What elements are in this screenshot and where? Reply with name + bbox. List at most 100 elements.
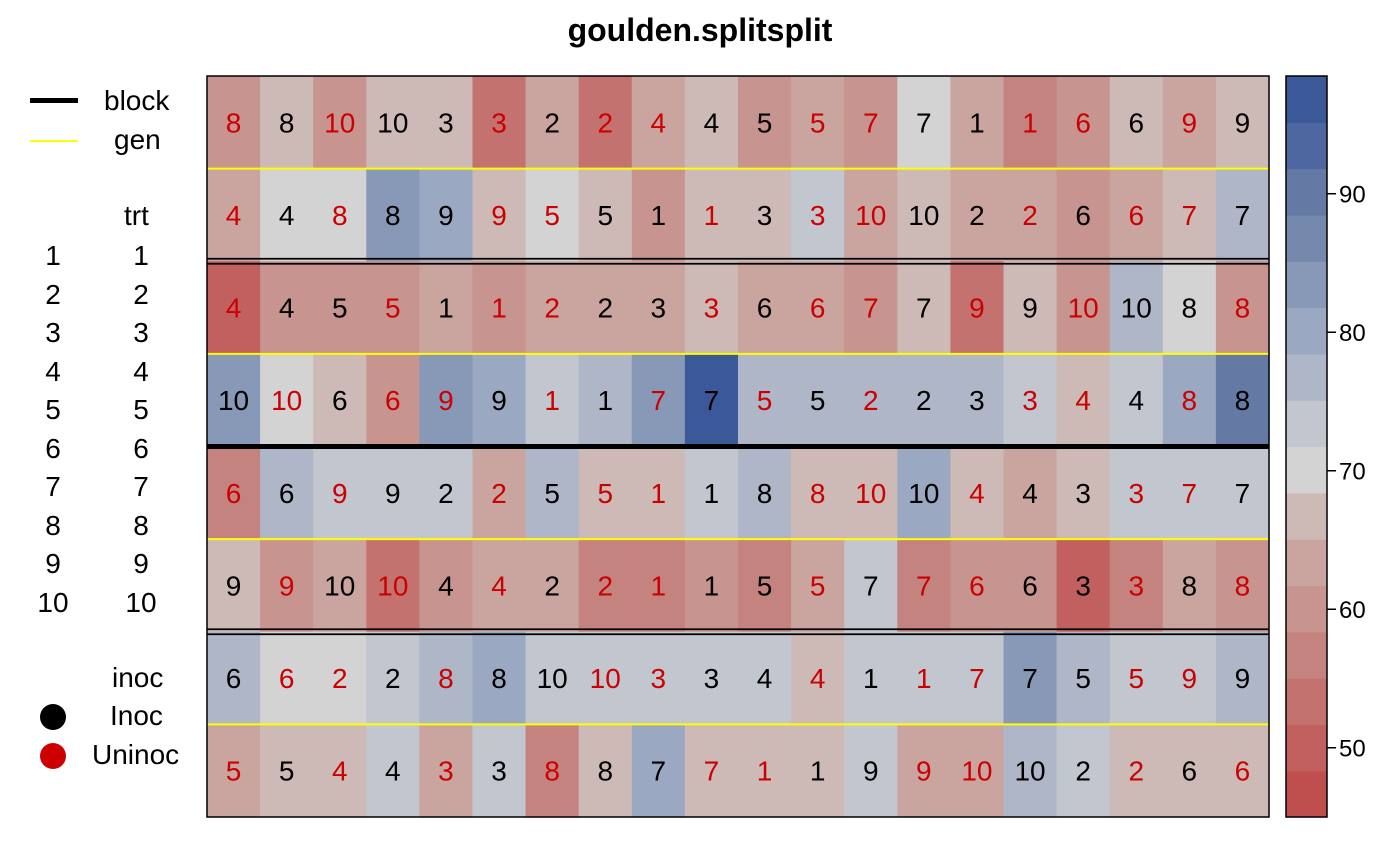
heatmap-cell: [525, 168, 580, 262]
cell-label: 8: [810, 478, 826, 509]
cell-label: 8: [597, 756, 613, 787]
colorbar-tick-label: 50: [1339, 736, 1366, 763]
heatmap-cell: [313, 261, 367, 355]
cell-label: 8: [544, 756, 560, 787]
heatmap-cell: [1109, 446, 1164, 540]
cell-label: 4: [226, 200, 242, 231]
legend-trt-code: 4: [45, 355, 61, 387]
heatmap-cell: [1003, 353, 1058, 448]
cell-label: 7: [863, 107, 879, 138]
legend-trt-level: 8: [133, 509, 149, 541]
cell-label: 1: [704, 570, 720, 601]
cell-label: 9: [1182, 663, 1198, 694]
cell-label: 5: [810, 570, 826, 601]
heatmap-cell: [1003, 261, 1058, 355]
heatmap-cell: [525, 539, 580, 633]
cell-label: 7: [863, 570, 879, 601]
heatmap-cell: [1003, 631, 1058, 725]
cell-label: 3: [810, 200, 826, 231]
cell-label: 8: [1182, 570, 1198, 601]
heatmap-cell: [844, 446, 898, 540]
cell-label: 6: [1235, 756, 1251, 787]
heatmap-cell: [844, 353, 898, 448]
colorbar-segment: [1286, 261, 1327, 309]
cell-label: 6: [279, 663, 295, 694]
heatmap-cell: [844, 724, 898, 818]
cell-label: 1: [1022, 107, 1038, 138]
heatmap-cell: [1109, 76, 1164, 170]
legend-gen-label: gen: [114, 124, 161, 155]
cell-label: 5: [757, 385, 773, 416]
cell-label: 8: [1182, 293, 1198, 324]
cell-label: 5: [279, 756, 295, 787]
heatmap-cell: [313, 539, 367, 633]
heatmap-cell: [419, 724, 474, 818]
cell-label: 10: [537, 663, 568, 694]
cell-label: 6: [226, 478, 242, 509]
cell-label: 2: [385, 663, 401, 694]
cell-label: 1: [651, 478, 667, 509]
cell-label: 9: [491, 200, 507, 231]
heatmap-cell: [419, 631, 474, 725]
heatmap-cell: [1109, 539, 1164, 633]
heatmap-cell: [366, 724, 420, 818]
heatmap-cell: [472, 724, 527, 818]
heatmap-cell: [631, 631, 686, 725]
cell-label: 6: [1128, 107, 1144, 138]
heatmap-cell: [578, 724, 633, 818]
heatmap-cell: [1056, 353, 1111, 448]
heatmap-cell: [1056, 76, 1111, 170]
cell-label: 6: [385, 385, 401, 416]
heatmap-cell: [419, 446, 474, 540]
legend-inoc-header: inoc: [112, 662, 164, 693]
cell-label: 2: [969, 200, 985, 231]
cell-label: 2: [597, 570, 613, 601]
heatmap-cell: [1056, 446, 1111, 540]
cell-label: 1: [704, 200, 720, 231]
cell-label: 3: [704, 293, 720, 324]
heatmap-cell: [631, 539, 686, 633]
cell-label: 5: [385, 293, 401, 324]
heatmap-cell: [1003, 539, 1058, 633]
cell-label: 7: [1182, 200, 1198, 231]
heatmap-cell: [684, 261, 739, 355]
heatmap-cell: [419, 261, 474, 355]
heatmap-cell: [950, 539, 1005, 633]
heatmap-cell: [260, 631, 314, 725]
cell-label: 1: [757, 756, 773, 787]
colorbar-frame: [1285, 75, 1328, 818]
heatmap-cell: [260, 724, 314, 818]
cell-label: 9: [226, 570, 242, 601]
cell-label: 5: [757, 107, 773, 138]
cell-label: 2: [597, 107, 613, 138]
cell-label: 3: [757, 200, 773, 231]
cell-label: 4: [704, 107, 720, 138]
cell-label: 10: [908, 478, 939, 509]
cell-label: 3: [1075, 570, 1091, 601]
heatmap-cell: [366, 76, 420, 170]
heatmap-cell: [950, 76, 1005, 170]
legend-trt-code: 10: [37, 586, 69, 618]
cell-label: 10: [1068, 293, 1099, 324]
heatmap-cell: [791, 631, 845, 725]
heatmap-cell: [525, 261, 580, 355]
heatmap-cell: [1162, 446, 1217, 540]
cell-label: 8: [438, 663, 454, 694]
heatmap-cell: [1162, 353, 1217, 448]
heatmap-cell: [791, 446, 845, 540]
legend-inoc-label: Inoc: [110, 700, 163, 731]
heatmap-cell: [260, 76, 314, 170]
cell-label: 6: [969, 570, 985, 601]
heatmap-cell: [1109, 631, 1164, 725]
heatmap-cell: [1162, 724, 1217, 818]
heatmap-cell: [1215, 724, 1270, 818]
heatmap-cell: [472, 168, 527, 262]
heatmap-cell: [631, 76, 686, 170]
cell-label: 3: [438, 756, 454, 787]
heatmap-cell: [897, 261, 951, 355]
heatmap-cell: [525, 631, 580, 725]
heatmap-cell: [950, 353, 1005, 448]
cell-label: 4: [1128, 385, 1144, 416]
cell-label: 10: [590, 663, 621, 694]
